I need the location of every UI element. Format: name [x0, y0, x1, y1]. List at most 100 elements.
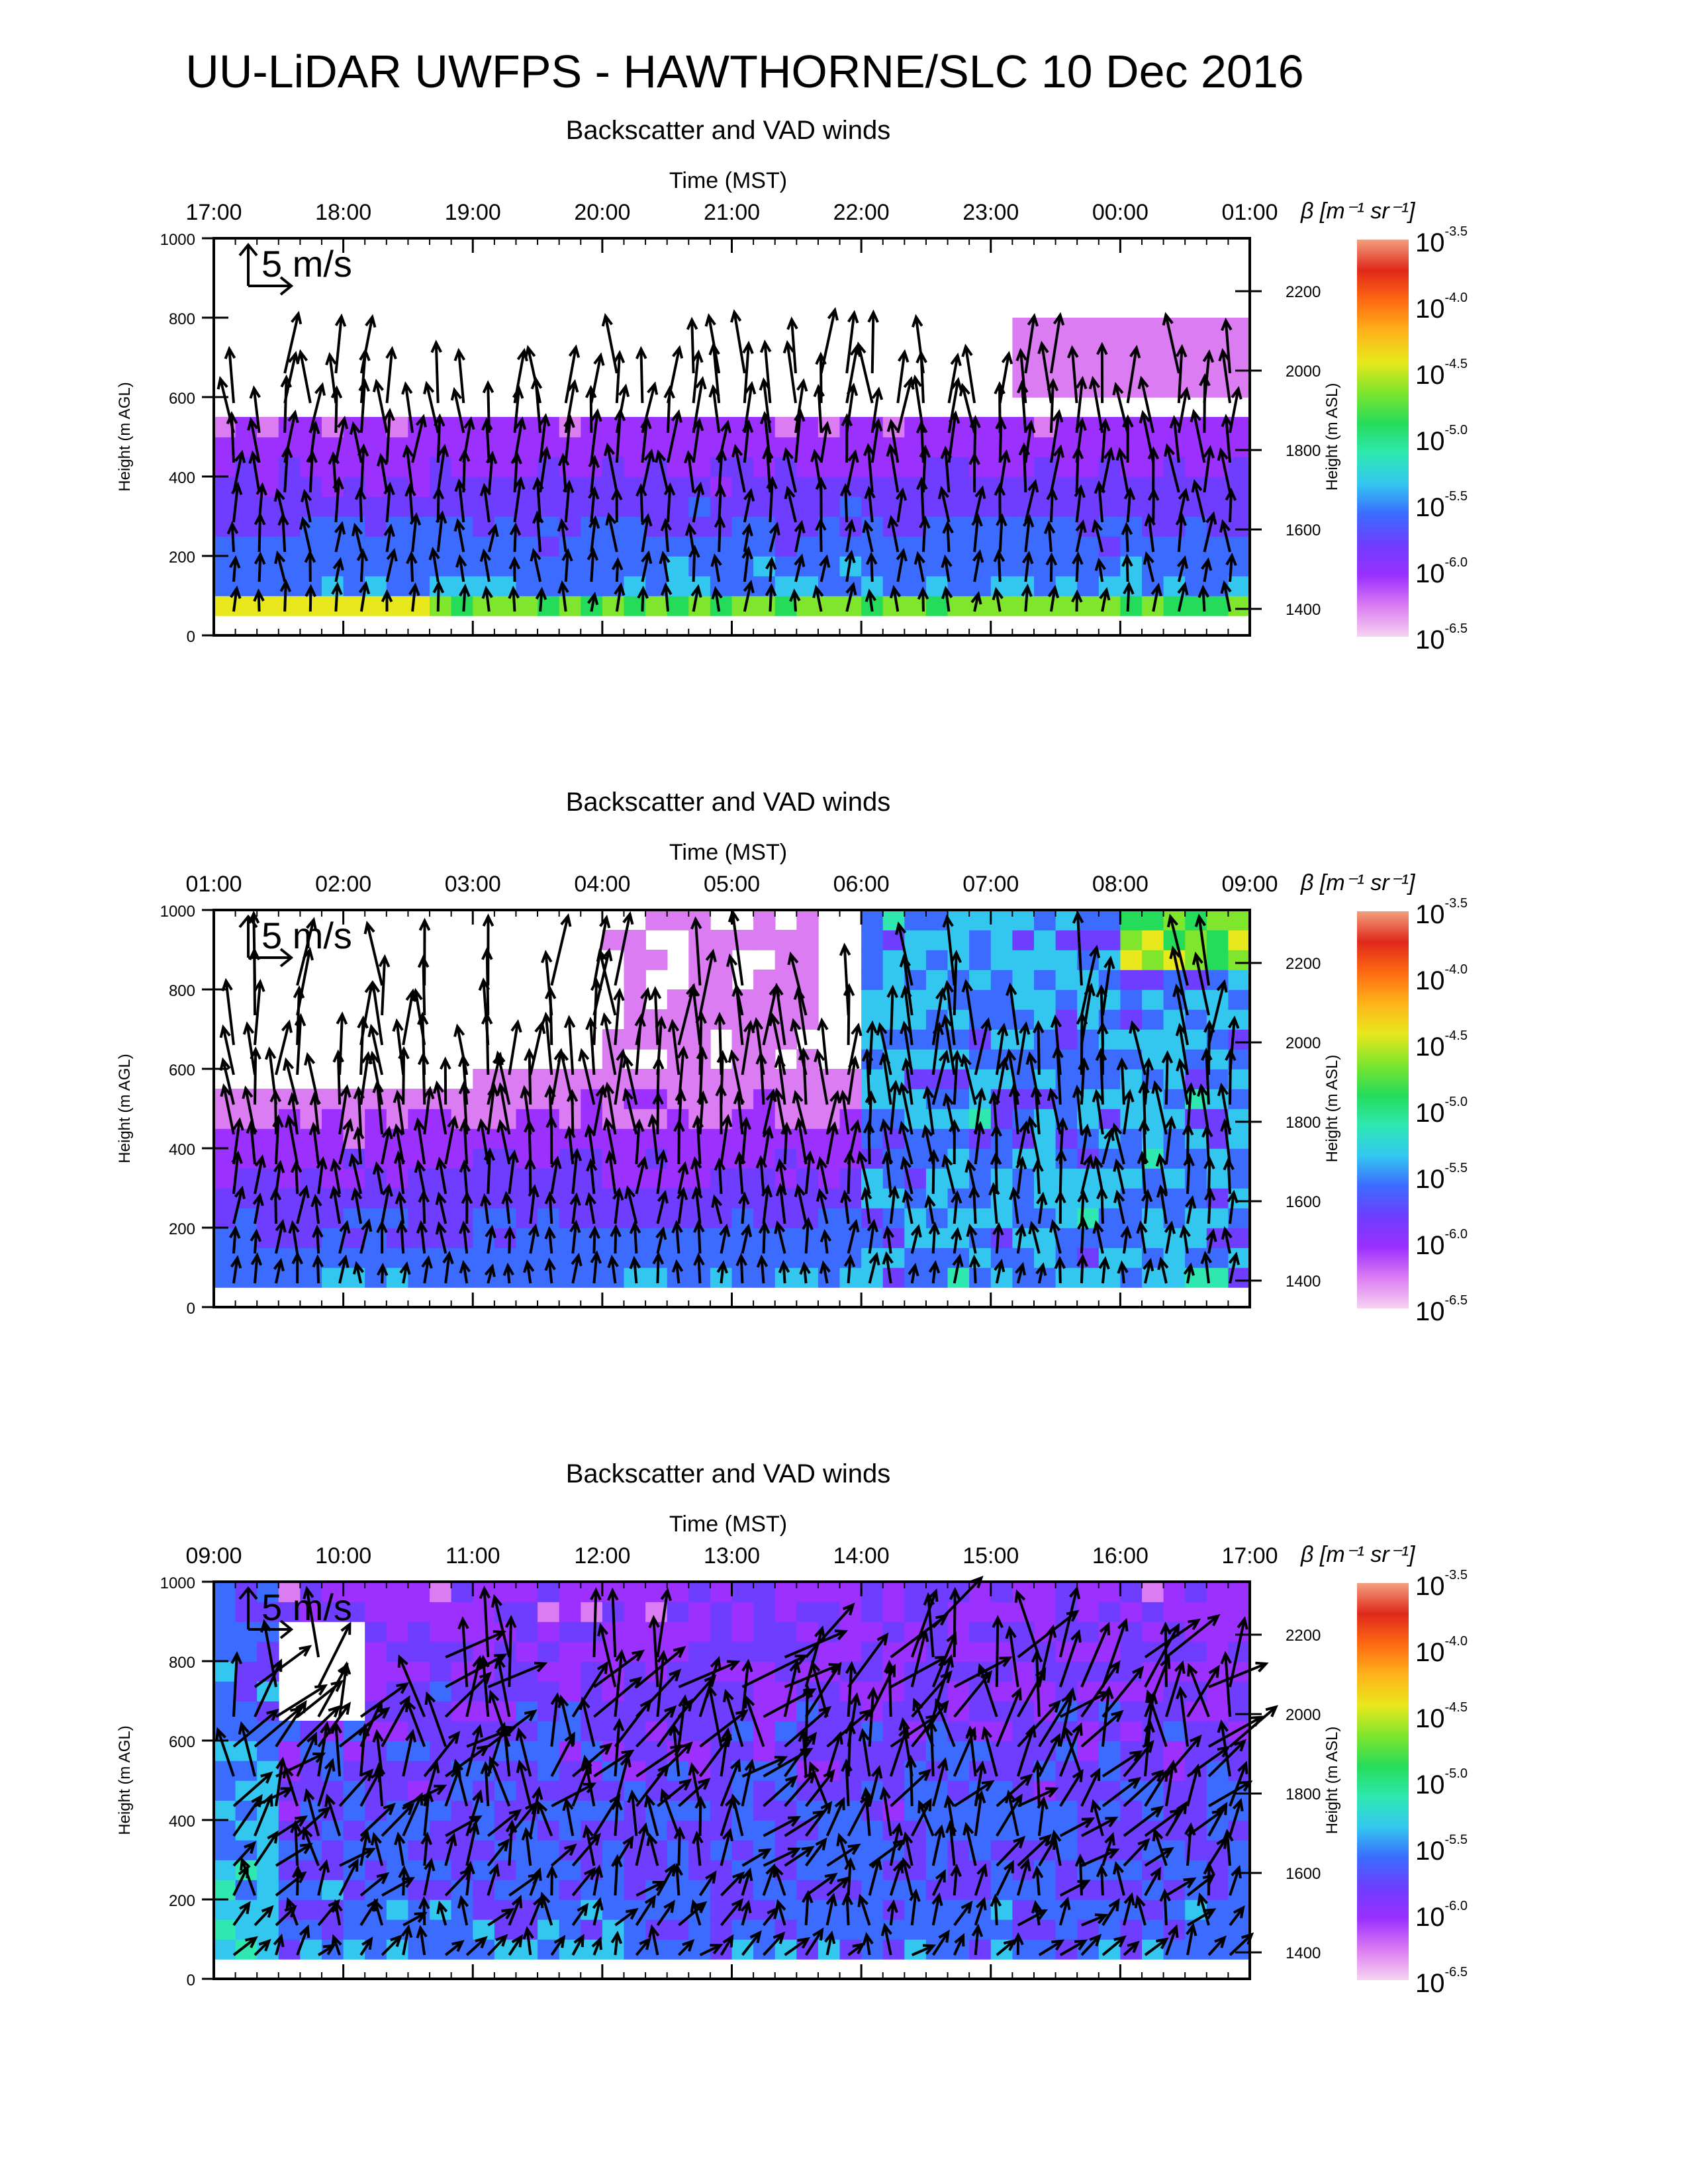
heatmap-cell: [1142, 910, 1164, 931]
wind-arrow: [590, 518, 597, 553]
wind-arrowhead: [310, 1193, 322, 1208]
wind-arrow: [523, 1087, 532, 1135]
wind-arrow: [357, 1089, 363, 1135]
wind-arrow: [1016, 1024, 1027, 1075]
wind-arrow: [370, 1026, 384, 1075]
wind-arrow: [1153, 1830, 1168, 1866]
colorbar-tick-label: 10-5.0: [1415, 1095, 1468, 1128]
wind-arrow: [1016, 1264, 1024, 1284]
wind-arrow: [769, 559, 773, 582]
heatmap-cell: [624, 1860, 646, 1880]
wind-arrowhead: [797, 1936, 811, 1949]
wind-arrowhead: [1053, 444, 1065, 458]
wind-arrowhead: [844, 1721, 857, 1735]
wind-arrow: [972, 1187, 977, 1224]
wind-arrow: [1080, 985, 1093, 1046]
wind-arrowhead: [647, 1113, 659, 1128]
wind-arrow: [462, 1083, 469, 1135]
wind-arrowhead: [264, 1046, 277, 1060]
wind-arrow: [904, 1060, 914, 1105]
wind-arrowhead: [348, 1858, 359, 1872]
heatmap-cell: [710, 1602, 733, 1622]
y-axis-label: Height (m AGL): [116, 1054, 134, 1163]
wind-arrowhead: [511, 1934, 524, 1948]
wind-arrowhead: [1054, 1255, 1066, 1269]
heatmap-cell: [235, 1602, 258, 1622]
wind-arrow: [1203, 514, 1215, 553]
wind-arrow: [459, 1897, 469, 1926]
wind-arrowhead: [1160, 1621, 1172, 1635]
wind-arrow: [920, 479, 925, 523]
wind-arrow: [438, 1159, 447, 1195]
wind-arrowhead: [1176, 1058, 1188, 1071]
heatmap-cell: [1228, 338, 1250, 358]
wind-arrowhead: [836, 1833, 848, 1846]
wind-arrow: [868, 1859, 880, 1896]
wind-arrowhead: [1001, 351, 1013, 365]
wind-arrow: [1075, 420, 1084, 463]
heatmap-cell: [1185, 1582, 1207, 1602]
wind-arrow: [571, 1904, 588, 1927]
wind-arrowhead: [801, 1684, 814, 1698]
wind-arrow: [962, 1056, 977, 1105]
wind-arrowhead: [640, 987, 652, 1001]
wind-arrowhead: [772, 983, 784, 997]
heatmap-cell: [473, 1701, 495, 1721]
wind-arrow: [1172, 948, 1189, 1016]
wind-arrow: [763, 1933, 784, 1956]
heatmap-cell: [430, 1621, 452, 1642]
heatmap-cell: [559, 1168, 582, 1189]
wind-arrowhead: [1004, 1790, 1017, 1803]
heatmap-cell: [839, 1208, 862, 1228]
wind-arrow: [813, 451, 823, 493]
colorbar-tick-label: 10-6.5: [1415, 1293, 1468, 1326]
wind-arrowhead: [1072, 1722, 1083, 1736]
wind-arrowhead: [600, 1012, 612, 1026]
wind-arrow: [518, 1762, 532, 1807]
wind-arrow: [240, 1859, 256, 1896]
wind-arrowhead: [810, 449, 822, 463]
wind-arrow: [992, 1185, 998, 1224]
wind-arrowhead: [488, 1690, 500, 1704]
wind-arrowhead: [996, 1023, 1009, 1036]
wind-arrow: [931, 1633, 957, 1688]
wind-arrow: [1166, 445, 1180, 493]
wind-arrowhead: [694, 1901, 708, 1914]
wind-arrow: [656, 1590, 669, 1658]
colorbar-label: β [m⁻¹ sr⁻¹]: [1300, 870, 1416, 895]
heatmap-cell: [494, 417, 517, 437]
wind-vectors: [215, 1575, 1278, 1956]
wind-arrow: [943, 1156, 956, 1195]
wind-arrowhead: [673, 1645, 686, 1659]
wind-arrow: [677, 1675, 716, 1718]
wind-arrowhead: [482, 913, 494, 927]
wind-arrowhead: [1186, 1923, 1197, 1936]
x-top-tick-label: 17:00: [185, 200, 242, 225]
wind-arrowhead: [614, 582, 626, 596]
heatmap-cell: [1012, 1701, 1035, 1721]
wind-arrow: [845, 584, 855, 612]
wind-arrow: [940, 488, 951, 523]
wind-arrow: [359, 1832, 369, 1866]
heatmap-cell: [365, 1109, 387, 1129]
wind-arrow: [508, 1897, 522, 1926]
wind-arrowhead: [794, 1655, 808, 1665]
wind-arrow: [254, 1049, 258, 1105]
wind-arrowhead: [219, 1024, 231, 1038]
wind-arrow: [635, 1938, 651, 1956]
wind-arrowhead: [453, 518, 465, 532]
wind-arrow: [1177, 347, 1184, 404]
heatmap-cell: [214, 1188, 236, 1208]
wind-arrowhead: [569, 1219, 581, 1234]
wind-arrowhead: [349, 421, 361, 435]
wind-arrow: [845, 1761, 850, 1807]
wind-arrowhead: [383, 408, 395, 422]
wind-arrow: [232, 1842, 256, 1867]
wind-arrowhead: [220, 1083, 232, 1097]
heatmap-cell: [473, 1208, 495, 1228]
wind-arrowhead: [386, 548, 398, 562]
wind-arrow: [425, 383, 440, 433]
heatmap-cell: [818, 1860, 841, 1880]
wind-arrow: [765, 449, 772, 493]
